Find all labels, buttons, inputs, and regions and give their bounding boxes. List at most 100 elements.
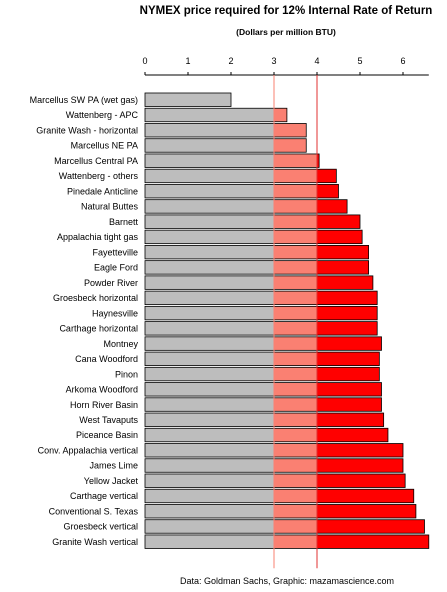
category-label: Piceance Basin [76, 430, 138, 440]
bar-segment [145, 291, 274, 305]
bar-outline [144, 534, 430, 549]
category-label: Pinedale Anticline [67, 186, 138, 196]
x-tick-label: 1 [185, 56, 190, 66]
category-label: Eagle Ford [94, 263, 138, 273]
category-label: Montney [103, 339, 138, 349]
bar-outline [144, 184, 339, 199]
bar-segment [317, 336, 382, 351]
bar [144, 504, 417, 519]
category-label: Conv. Appalachia vertical [38, 445, 138, 455]
bar-segment [274, 306, 317, 320]
bar-outline [144, 229, 363, 245]
bar [144, 427, 389, 443]
chart-title: NYMEX price required for 12% Internal Ra… [140, 5, 433, 17]
bar-segment [145, 397, 274, 412]
reference-lines [273, 75, 318, 569]
bar-segment [317, 321, 378, 336]
bar-segment [145, 138, 274, 153]
bar-segment [145, 108, 274, 122]
bar-outline [144, 260, 370, 275]
bars [144, 92, 430, 549]
bar-segment [145, 534, 274, 549]
bar-segment [274, 275, 317, 290]
category-label: James Lime [89, 461, 138, 471]
x-tick-label: 0 [142, 56, 147, 66]
bar [144, 123, 307, 138]
bar-outline [144, 92, 232, 107]
bar [144, 321, 378, 336]
bar-segment [317, 352, 380, 366]
bar [144, 305, 378, 321]
bar-segment [145, 93, 231, 107]
bar [144, 443, 404, 458]
bar-segment [274, 336, 317, 351]
category-label: Natural Buttes [81, 202, 139, 212]
category-labels: Marcellus SW PA (wet gas) Wattenberg - AP… [30, 95, 139, 547]
bar-segment [274, 519, 317, 534]
bar-outline [144, 321, 378, 336]
category-label: Carthage horizontal [59, 324, 138, 334]
category-label: Granite Wash vertical [52, 537, 138, 547]
category-label: Haynesville [92, 308, 138, 318]
bar-segment [317, 382, 382, 397]
bar-segment [274, 489, 317, 503]
bar-segment [145, 199, 274, 214]
bar-segment [274, 352, 317, 366]
bar-segment [145, 184, 274, 198]
bar-outline [144, 366, 380, 382]
bar-segment [145, 153, 274, 168]
bar-segment [317, 169, 337, 183]
category-label: Appalachia tight gas [57, 232, 139, 242]
category-label: Fayetteville [92, 247, 138, 257]
bar [144, 153, 320, 168]
category-label: Wattenberg - APC [66, 110, 139, 120]
bar-segment [317, 153, 320, 168]
bar-segment [274, 214, 317, 229]
category-label: Carthage vertical [70, 491, 138, 501]
bar-segment [145, 413, 274, 427]
category-label: Wattenberg - others [59, 171, 139, 181]
bar-outline [144, 412, 385, 427]
bar [144, 366, 380, 382]
bar-segment [145, 245, 274, 259]
bar-outline [144, 290, 378, 306]
category-label: Cana Woodford [75, 354, 138, 364]
bar [144, 92, 232, 107]
bar [144, 229, 363, 245]
bar-segment [145, 321, 274, 336]
bar-segment [145, 336, 274, 351]
bar-segment [274, 443, 317, 458]
bar-outline [144, 336, 382, 351]
bar-segment [317, 443, 403, 458]
bar-segment [274, 169, 317, 183]
bar [144, 107, 288, 123]
bar-segment [317, 214, 360, 229]
bar-outline [144, 123, 307, 138]
x-tick-label: 5 [357, 56, 362, 66]
bar [144, 275, 374, 290]
bar [144, 214, 361, 229]
bar-segment [317, 458, 403, 473]
bar-segment [145, 443, 274, 458]
bar-segment [274, 123, 307, 137]
bar-segment [145, 367, 274, 381]
bar-segment [317, 306, 378, 320]
bar-outline [144, 199, 348, 214]
bar-segment [317, 519, 425, 534]
bar [144, 199, 348, 214]
bar-segment [145, 519, 274, 534]
category-label: Pinon [115, 369, 138, 379]
bar [144, 184, 339, 199]
bar-segment [317, 413, 384, 427]
bar-segment [317, 245, 369, 259]
category-label: Groesbeck vertical [63, 522, 138, 532]
bar [144, 382, 382, 397]
bar-segment [145, 123, 274, 137]
x-tick-label: 6 [400, 56, 405, 66]
category-label: Barnett [109, 217, 139, 227]
bar [144, 412, 385, 427]
bar-outline [144, 519, 425, 534]
bar-segment [317, 291, 378, 305]
bar-segment [317, 275, 373, 290]
